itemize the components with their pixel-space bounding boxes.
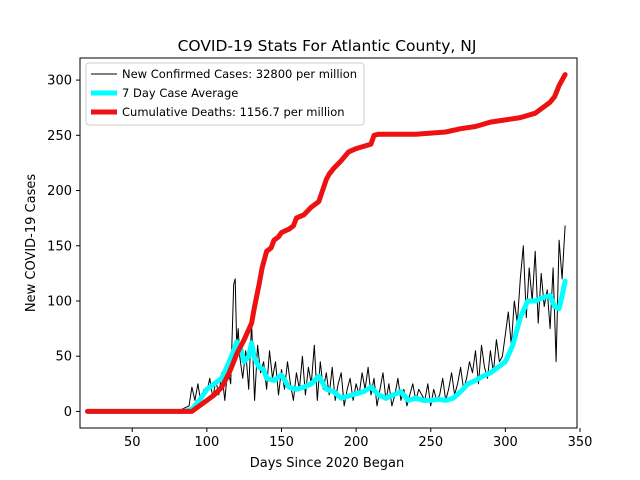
legend: New Confirmed Cases: 32800 per million 7… (85, 62, 365, 126)
plot-frame (79, 57, 578, 429)
x-axis: 50 100 150 200 250 300 350 (124, 428, 592, 450)
legend-label-cumulative-deaths: Cumulative Deaths: 1156.7 per million (122, 105, 345, 119)
series-layer (85, 72, 568, 414)
series-line-deaths (85, 72, 568, 414)
x-tick-label: 150 (269, 435, 294, 450)
y-tick-label: 50 (55, 350, 72, 365)
x-axis-title: Days Since 2020 Began (250, 456, 405, 471)
x-tick-label: 100 (194, 435, 219, 450)
y-tick-label: 200 (47, 184, 72, 199)
x-tick-label: 300 (493, 435, 518, 450)
y-tick-label: 100 (47, 294, 72, 309)
y-axis: 0 50 100 150 200 250 300 (47, 74, 80, 420)
y-tick-label: 0 (64, 405, 72, 420)
legend-label-7-day-average: 7 Day Case Average (122, 86, 238, 100)
y-tick-label: 300 (47, 74, 72, 89)
legend-box (85, 62, 365, 126)
x-tick-label: 350 (568, 435, 593, 450)
legend-label-new-cases: New Confirmed Cases: 32800 per million (122, 67, 357, 81)
y-tick-label: 250 (47, 129, 72, 144)
x-tick-label: 250 (418, 435, 443, 450)
x-tick-label: 200 (344, 435, 369, 450)
x-tick-label: 50 (124, 435, 141, 450)
y-tick-label: 150 (47, 239, 72, 254)
plot-area (79, 57, 578, 429)
chart-title: COVID-19 Stats For Atlantic County, NJ (178, 37, 477, 55)
y-axis-title: New COVID-19 Cases (24, 174, 39, 312)
